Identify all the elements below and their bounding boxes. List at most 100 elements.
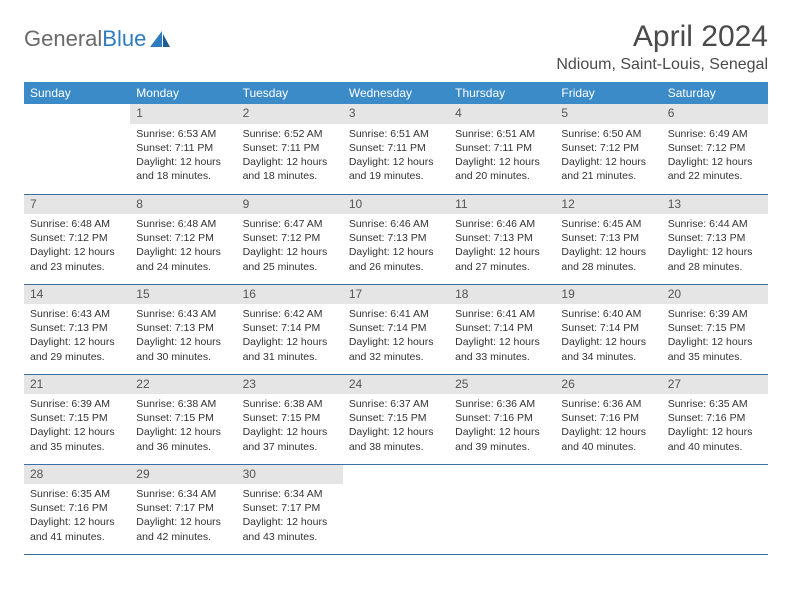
calendar-cell: 24Sunrise: 6:37 AMSunset: 7:15 PMDayligh… — [343, 374, 449, 464]
day-d1: Daylight: 12 hours — [561, 335, 655, 349]
day-ss: Sunset: 7:16 PM — [30, 501, 124, 515]
day-d1: Daylight: 12 hours — [455, 155, 549, 169]
calendar-cell: 9Sunrise: 6:47 AMSunset: 7:12 PMDaylight… — [237, 194, 343, 284]
day-ss: Sunset: 7:16 PM — [561, 411, 655, 425]
day-ss: Sunset: 7:11 PM — [243, 141, 337, 155]
day-d2: and 18 minutes. — [136, 169, 230, 183]
day-details: Sunrise: 6:38 AMSunset: 7:15 PMDaylight:… — [130, 394, 236, 458]
day-details: Sunrise: 6:51 AMSunset: 7:11 PMDaylight:… — [449, 124, 555, 188]
day-number: 17 — [343, 285, 449, 305]
logo-text-2: Blue — [102, 26, 146, 52]
calendar-cell: 16Sunrise: 6:42 AMSunset: 7:14 PMDayligh… — [237, 284, 343, 374]
day-details: Sunrise: 6:48 AMSunset: 7:12 PMDaylight:… — [24, 214, 130, 278]
day-d2: and 32 minutes. — [349, 350, 443, 364]
day-details: Sunrise: 6:46 AMSunset: 7:13 PMDaylight:… — [343, 214, 449, 278]
day-details: Sunrise: 6:36 AMSunset: 7:16 PMDaylight:… — [555, 394, 661, 458]
day-number: 6 — [662, 104, 768, 124]
day-sr: Sunrise: 6:46 AM — [349, 217, 443, 231]
calendar-cell: 26Sunrise: 6:36 AMSunset: 7:16 PMDayligh… — [555, 374, 661, 464]
day-d1: Daylight: 12 hours — [30, 515, 124, 529]
day-number: 11 — [449, 195, 555, 215]
day-number: 28 — [24, 465, 130, 485]
day-d1: Daylight: 12 hours — [455, 425, 549, 439]
day-d2: and 33 minutes. — [455, 350, 549, 364]
day-details: Sunrise: 6:45 AMSunset: 7:13 PMDaylight:… — [555, 214, 661, 278]
day-number: 19 — [555, 285, 661, 305]
day-ss: Sunset: 7:14 PM — [349, 321, 443, 335]
day-sr: Sunrise: 6:51 AM — [455, 127, 549, 141]
logo-sail-icon — [148, 29, 172, 49]
calendar-cell: 11Sunrise: 6:46 AMSunset: 7:13 PMDayligh… — [449, 194, 555, 284]
day-details: Sunrise: 6:41 AMSunset: 7:14 PMDaylight:… — [449, 304, 555, 368]
calendar-cell: 1Sunrise: 6:53 AMSunset: 7:11 PMDaylight… — [130, 104, 236, 194]
calendar-cell: 2Sunrise: 6:52 AMSunset: 7:11 PMDaylight… — [237, 104, 343, 194]
day-sr: Sunrise: 6:34 AM — [243, 487, 337, 501]
day-sr: Sunrise: 6:36 AM — [561, 397, 655, 411]
weekday-header: Wednesday — [343, 82, 449, 104]
calendar-week-row: 7Sunrise: 6:48 AMSunset: 7:12 PMDaylight… — [24, 194, 768, 284]
day-ss: Sunset: 7:13 PM — [349, 231, 443, 245]
calendar-week-row: 21Sunrise: 6:39 AMSunset: 7:15 PMDayligh… — [24, 374, 768, 464]
header: GeneralBlue April 2024 Ndioum, Saint-Lou… — [24, 20, 768, 74]
day-sr: Sunrise: 6:34 AM — [136, 487, 230, 501]
day-ss: Sunset: 7:15 PM — [349, 411, 443, 425]
calendar-cell: 4Sunrise: 6:51 AMSunset: 7:11 PMDaylight… — [449, 104, 555, 194]
day-number: 10 — [343, 195, 449, 215]
day-number: 2 — [237, 104, 343, 124]
day-number: 23 — [237, 375, 343, 395]
day-number: 4 — [449, 104, 555, 124]
day-number: 30 — [237, 465, 343, 485]
logo-text-1: General — [24, 26, 102, 52]
day-ss: Sunset: 7:11 PM — [136, 141, 230, 155]
day-ss: Sunset: 7:11 PM — [349, 141, 443, 155]
day-d1: Daylight: 12 hours — [243, 425, 337, 439]
day-d1: Daylight: 12 hours — [243, 515, 337, 529]
calendar-cell: 21Sunrise: 6:39 AMSunset: 7:15 PMDayligh… — [24, 374, 130, 464]
day-ss: Sunset: 7:12 PM — [30, 231, 124, 245]
logo: GeneralBlue — [24, 26, 172, 52]
calendar-body: 1Sunrise: 6:53 AMSunset: 7:11 PMDaylight… — [24, 104, 768, 554]
calendar-cell: 6Sunrise: 6:49 AMSunset: 7:12 PMDaylight… — [662, 104, 768, 194]
day-number: 21 — [24, 375, 130, 395]
calendar-cell: 13Sunrise: 6:44 AMSunset: 7:13 PMDayligh… — [662, 194, 768, 284]
title-block: April 2024 Ndioum, Saint-Louis, Senegal — [556, 20, 768, 74]
day-details: Sunrise: 6:49 AMSunset: 7:12 PMDaylight:… — [662, 124, 768, 188]
calendar-cell: 12Sunrise: 6:45 AMSunset: 7:13 PMDayligh… — [555, 194, 661, 284]
day-sr: Sunrise: 6:44 AM — [668, 217, 762, 231]
calendar-cell: 29Sunrise: 6:34 AMSunset: 7:17 PMDayligh… — [130, 464, 236, 554]
day-d1: Daylight: 12 hours — [668, 425, 762, 439]
day-number: 29 — [130, 465, 236, 485]
day-d2: and 28 minutes. — [561, 260, 655, 274]
calendar-week-row: 1Sunrise: 6:53 AMSunset: 7:11 PMDaylight… — [24, 104, 768, 194]
day-number: 9 — [237, 195, 343, 215]
day-d2: and 20 minutes. — [455, 169, 549, 183]
day-details: Sunrise: 6:38 AMSunset: 7:15 PMDaylight:… — [237, 394, 343, 458]
day-details: Sunrise: 6:52 AMSunset: 7:11 PMDaylight:… — [237, 124, 343, 188]
day-sr: Sunrise: 6:49 AM — [668, 127, 762, 141]
day-d1: Daylight: 12 hours — [455, 245, 549, 259]
day-d1: Daylight: 12 hours — [136, 335, 230, 349]
day-ss: Sunset: 7:17 PM — [136, 501, 230, 515]
day-d2: and 29 minutes. — [30, 350, 124, 364]
day-d1: Daylight: 12 hours — [136, 155, 230, 169]
day-sr: Sunrise: 6:48 AM — [136, 217, 230, 231]
calendar-cell: 15Sunrise: 6:43 AMSunset: 7:13 PMDayligh… — [130, 284, 236, 374]
day-sr: Sunrise: 6:37 AM — [349, 397, 443, 411]
day-details: Sunrise: 6:47 AMSunset: 7:12 PMDaylight:… — [237, 214, 343, 278]
day-details: Sunrise: 6:39 AMSunset: 7:15 PMDaylight:… — [24, 394, 130, 458]
day-d2: and 22 minutes. — [668, 169, 762, 183]
day-sr: Sunrise: 6:39 AM — [668, 307, 762, 321]
day-d1: Daylight: 12 hours — [136, 425, 230, 439]
calendar-week-row: 28Sunrise: 6:35 AMSunset: 7:16 PMDayligh… — [24, 464, 768, 554]
day-sr: Sunrise: 6:35 AM — [30, 487, 124, 501]
day-details: Sunrise: 6:35 AMSunset: 7:16 PMDaylight:… — [662, 394, 768, 458]
weekday-header: Thursday — [449, 82, 555, 104]
calendar-cell: 17Sunrise: 6:41 AMSunset: 7:14 PMDayligh… — [343, 284, 449, 374]
day-d2: and 35 minutes. — [30, 440, 124, 454]
month-title: April 2024 — [556, 20, 768, 54]
day-sr: Sunrise: 6:35 AM — [668, 397, 762, 411]
calendar-cell: 28 Sunrise: 6:35 AMSunset: 7:16 PMDayligh… — [24, 464, 130, 554]
day-details: Sunrise: 6:46 AMSunset: 7:13 PMDaylight:… — [449, 214, 555, 278]
day-ss: Sunset: 7:12 PM — [243, 231, 337, 245]
calendar-cell — [555, 464, 661, 554]
